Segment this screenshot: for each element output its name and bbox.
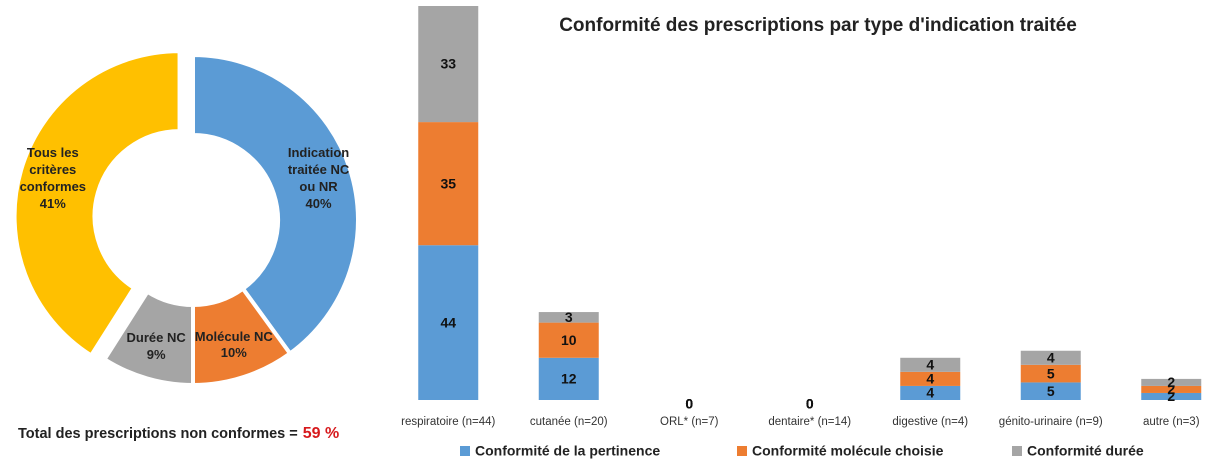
x-tick-label: digestive (n=4) — [892, 416, 968, 428]
x-tick-label: autre (n=3) — [1143, 416, 1200, 428]
legend-label: Conformité durée — [1027, 443, 1144, 459]
data-label: 4 — [926, 385, 934, 401]
bar-segment — [900, 357, 961, 372]
x-tick-label: génito-urinaire (n=9) — [999, 416, 1103, 428]
data-label: 35 — [440, 175, 456, 191]
slice-name: Indication traitée NC ou NR — [287, 145, 350, 195]
slice-value: 40% — [305, 196, 332, 212]
data-label: 2 — [1167, 374, 1175, 390]
annotation: Total des prescriptions non conformes = 5… — [18, 425, 339, 442]
data-label: 3 — [565, 309, 573, 325]
slice-label: Indication traitée NC ou NR 40% — [280, 145, 358, 213]
slice-value: 41% — [39, 196, 66, 212]
data-label: 0 — [685, 396, 693, 412]
data-label: 4 — [926, 357, 934, 373]
bar-segment — [1141, 378, 1202, 386]
data-label: 12 — [561, 371, 577, 387]
slice-label: Tous les critères conformes 41% — [14, 145, 92, 213]
data-label: 44 — [440, 314, 456, 330]
bar-segment — [538, 357, 599, 400]
bar-segment — [1141, 392, 1202, 400]
bar-segment — [1020, 364, 1081, 383]
data-label: 33 — [440, 56, 456, 72]
data-label: 2 — [1167, 381, 1175, 397]
chart-title: Conformité des prescriptions par type d'… — [559, 15, 1077, 36]
slice-value: 10% — [220, 345, 247, 361]
data-label: 4 — [1047, 349, 1055, 365]
slice-name: Tous les critères conformes — [19, 145, 87, 195]
donut-slice — [191, 52, 360, 357]
data-label: 4 — [926, 371, 934, 387]
data-label: 0 — [685, 396, 693, 412]
slice-label: Durée NC 9% — [117, 330, 195, 364]
bar-segment — [418, 122, 479, 246]
bar-segment — [1020, 382, 1081, 400]
data-label: 0 — [685, 396, 693, 412]
donut-slice — [12, 49, 182, 359]
slice-name: Molécule NC — [194, 328, 273, 344]
slice-label: Molécule NC 10% — [195, 329, 273, 363]
annotation-text: Total des prescriptions non conformes = — [18, 426, 298, 442]
data-label: 5 — [1047, 383, 1055, 399]
legend-swatch — [737, 446, 747, 456]
x-tick-label: cutanée (n=20) — [530, 416, 608, 428]
bar-segment — [1020, 350, 1081, 365]
bar-segment — [900, 385, 961, 400]
slice-value: 9% — [146, 346, 166, 362]
data-label: 10 — [561, 332, 577, 348]
x-tick-label: ORL* (n=7) — [660, 416, 719, 428]
bar-segment — [538, 322, 599, 358]
bar-segment — [538, 312, 599, 323]
data-label: 0 — [806, 396, 814, 412]
data-label: 0 — [806, 396, 814, 412]
slice-name: Durée NC — [126, 329, 186, 345]
bar-segment — [1141, 385, 1202, 393]
data-label: 2 — [1167, 388, 1175, 404]
data-label: 5 — [1047, 365, 1055, 381]
bar-segment — [418, 245, 479, 400]
x-tick-label: respiratoire (n=44) — [401, 416, 495, 428]
donut-slice — [101, 289, 195, 388]
x-tick-label: dentaire* (n=14) — [768, 416, 851, 428]
annotation-value: 59 % — [303, 425, 339, 442]
legend-swatch — [460, 446, 470, 456]
data-label: 0 — [806, 396, 814, 412]
legend-label: Conformité de la pertinence — [475, 443, 660, 459]
legend-swatch — [1012, 446, 1022, 456]
bar-segment — [900, 371, 961, 386]
bar-segment — [418, 6, 479, 123]
legend-label: Conformité molécule choisie — [752, 443, 944, 459]
